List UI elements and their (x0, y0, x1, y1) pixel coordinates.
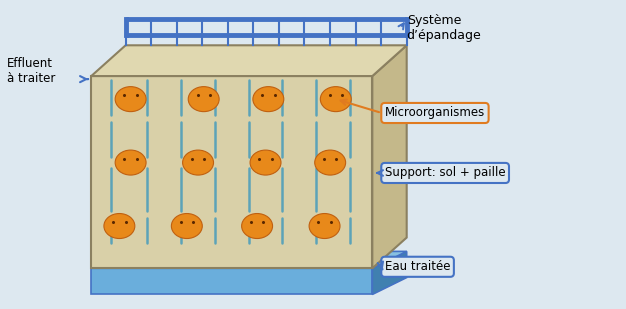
Ellipse shape (188, 87, 219, 112)
Polygon shape (91, 45, 407, 76)
Text: Système
d’épandage: Système d’épandage (407, 15, 481, 42)
Ellipse shape (315, 150, 346, 175)
Text: Support: sol + paille: Support: sol + paille (385, 167, 505, 180)
Polygon shape (372, 252, 407, 294)
Ellipse shape (242, 214, 272, 239)
Text: Eau traitée: Eau traitée (385, 260, 450, 273)
Ellipse shape (250, 150, 281, 175)
Ellipse shape (115, 150, 146, 175)
Bar (91, 76, 372, 268)
Bar (91, 268, 372, 294)
Ellipse shape (115, 87, 146, 112)
Ellipse shape (309, 214, 340, 239)
Ellipse shape (183, 150, 213, 175)
Text: Microorganismes: Microorganismes (385, 107, 485, 120)
Ellipse shape (104, 214, 135, 239)
Ellipse shape (253, 87, 284, 112)
Text: Effluent
à traiter: Effluent à traiter (7, 57, 55, 86)
Polygon shape (91, 252, 407, 268)
Polygon shape (372, 45, 407, 268)
Ellipse shape (172, 214, 202, 239)
Ellipse shape (321, 87, 351, 112)
